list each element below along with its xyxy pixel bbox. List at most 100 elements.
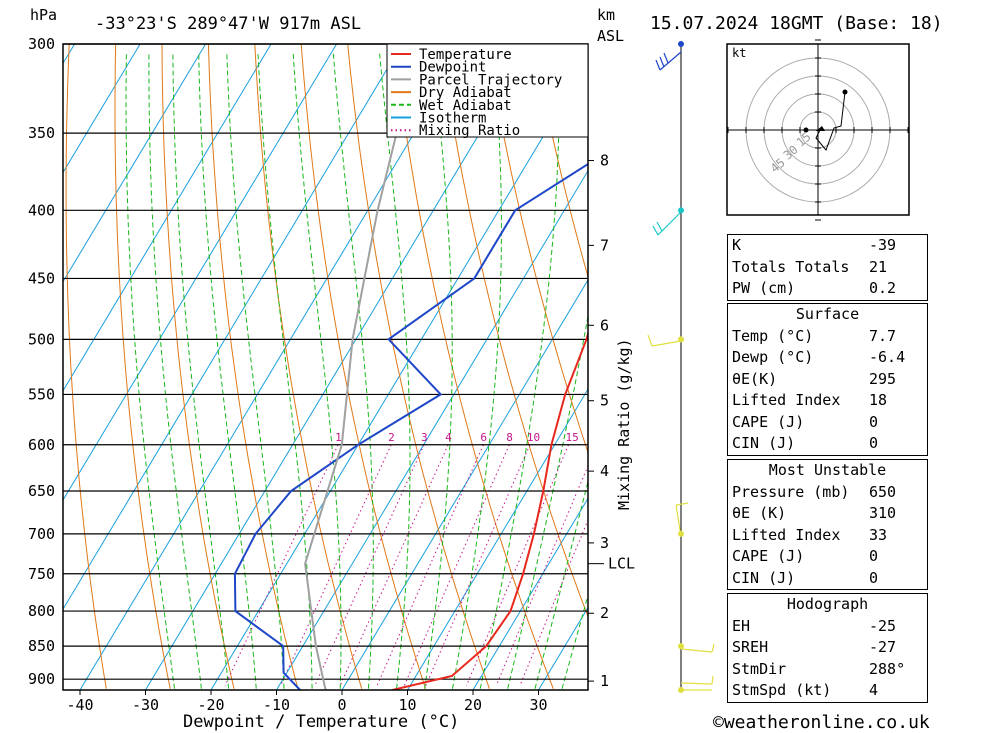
hodo-label: SREH	[732, 638, 769, 656]
wet-adiabat-line	[332, 53, 374, 689]
wind-top-marker	[678, 41, 684, 47]
copyright: ©weatheronline.co.uk	[713, 712, 930, 733]
wind-marker	[678, 207, 684, 214]
wind-barb	[675, 502, 689, 537]
pressure-tick-label: 900	[28, 670, 55, 688]
temp-tick-label: -30	[132, 696, 159, 714]
surface-value: 295	[869, 369, 897, 388]
hodo-value: -25	[869, 616, 897, 635]
isotherm-line	[276, 169, 588, 690]
most-unstable-title: Most Unstable	[768, 461, 887, 479]
hodo-label: StmSpd (kt)	[732, 681, 832, 699]
isotherm-line	[63, 44, 403, 611]
temperature-profile	[392, 330, 588, 690]
mixing-ratio-line	[495, 464, 588, 686]
mixing-ratio-label: 10	[527, 431, 540, 444]
index-label: Totals Totals	[732, 257, 850, 276]
mixing-ratio-line	[224, 444, 339, 686]
temp-tick-label: 10	[398, 696, 416, 714]
mu-label: Pressure (mb)	[732, 482, 850, 501]
mu-value: 650	[869, 482, 897, 501]
mixing-ratio-line	[403, 444, 510, 686]
temp-tick-label: 0	[337, 696, 346, 714]
x-axis-title: Dewpoint / Temperature (°C)	[183, 712, 459, 732]
pressure-tick-label: 450	[28, 269, 55, 287]
surface-label: Lifted Index	[732, 391, 841, 409]
hodograph-table: Hodograph EH -25 SREH -27 StmDir 288° StmSp…	[727, 593, 928, 703]
index-value: 21	[869, 257, 888, 276]
km-tick-label: 1	[600, 672, 609, 690]
mixing-ratio-label: 20	[594, 431, 607, 444]
dry-adiabat-line	[393, 44, 554, 689]
mixing-ratio-label: 4	[445, 431, 452, 444]
temp-tick-label: -20	[197, 696, 224, 714]
plot-frame	[62, 43, 589, 691]
surface-row: CIN (J) 0	[728, 433, 927, 455]
lcl-label: LCL	[608, 555, 635, 573]
wind-barb	[647, 334, 682, 347]
hodo-value: 288°	[869, 659, 906, 678]
hodograph-unit: kt	[732, 46, 746, 60]
datetime-label: 15.07.2024 18GMT (Base: 18)	[650, 13, 943, 34]
legend-label: Mixing Ratio	[419, 123, 520, 139]
isotherm-line	[63, 44, 207, 283]
km-tick-label: 6	[600, 316, 609, 334]
profiles	[233, 44, 588, 690]
km-label: km	[597, 6, 615, 24]
isotherm-line	[210, 60, 588, 690]
wet-adiabat-line	[507, 312, 588, 689]
isotherm-line	[63, 44, 338, 501]
indices-table: K -39 Totals Totals 21 PW (cm) 0.2	[727, 234, 928, 301]
parcel-trajectory-profile	[304, 44, 420, 690]
background-lines: 1 2 3 4 6 8 10 15 20 25	[63, 44, 607, 690]
pressure-tick-label: 400	[28, 201, 55, 219]
hodo-row: StmDir 288°	[728, 659, 927, 681]
storm-motion-marker	[816, 126, 825, 131]
mixing-ratio-label: 8	[506, 431, 513, 444]
temp-tick-label: 20	[464, 696, 482, 714]
legend-label: Temperature	[419, 47, 512, 63]
surface-value: 7.7	[869, 326, 897, 345]
mu-label: CIN (J)	[732, 568, 796, 587]
surface-label: CAPE (J)	[732, 412, 805, 431]
wet-adiabat-line	[226, 53, 285, 689]
hodograph-table-title: Hodograph	[786, 595, 869, 613]
km-tick-label: 8	[600, 152, 609, 170]
isotherm-line	[63, 44, 272, 392]
km-tick-label: 7	[600, 236, 609, 254]
index-value: 0.2	[869, 279, 897, 297]
surface-label: θE(K)	[732, 369, 778, 388]
pressure-tick-label: 700	[28, 525, 55, 543]
mu-value: 310	[869, 504, 897, 522]
pressure-tick-label: 300	[28, 35, 55, 53]
wind-barb	[680, 675, 714, 691]
mu-value: 0	[869, 568, 879, 587]
pressure-tick-label: 750	[28, 565, 55, 583]
surface-row: θE(K) 295	[728, 369, 927, 391]
wet-adiabat-line	[172, 53, 230, 689]
dry-adiabat-line	[65, 44, 107, 689]
wet-adiabat-line	[479, 53, 560, 689]
pressure-tick-label: 500	[28, 330, 55, 348]
pressure-tick-label: 850	[28, 637, 55, 655]
most-unstable-table: Most Unstable Pressure (mb) 650 θE (K) 310…	[727, 459, 928, 590]
wet-adiabat-line	[292, 53, 342, 689]
pressure-tick-label: 350	[28, 124, 55, 142]
dry-adiabat-line	[347, 44, 490, 689]
km-tick-label: 4	[600, 462, 609, 480]
mixing-ratio-axis-title: Mixing Ratio (g/kg)	[615, 338, 633, 510]
mixing-ratio-label: 2	[388, 431, 395, 444]
surface-label: CIN (J)	[732, 434, 796, 452]
surface-label: Dewp (°C)	[732, 348, 814, 366]
wet-adiabat-line	[198, 53, 257, 689]
legend-label: Wet Adiabat	[419, 98, 512, 114]
hodo-row: StmSpd (kt) 4	[728, 680, 927, 702]
index-row-totals: Totals Totals 21	[728, 257, 927, 279]
axes-labels: 300350400450500550600650700750800850900-…	[28, 35, 635, 714]
wet-adiabat-line	[125, 53, 175, 689]
mu-value: 33	[869, 525, 888, 544]
mixing-ratio-line	[376, 444, 484, 686]
